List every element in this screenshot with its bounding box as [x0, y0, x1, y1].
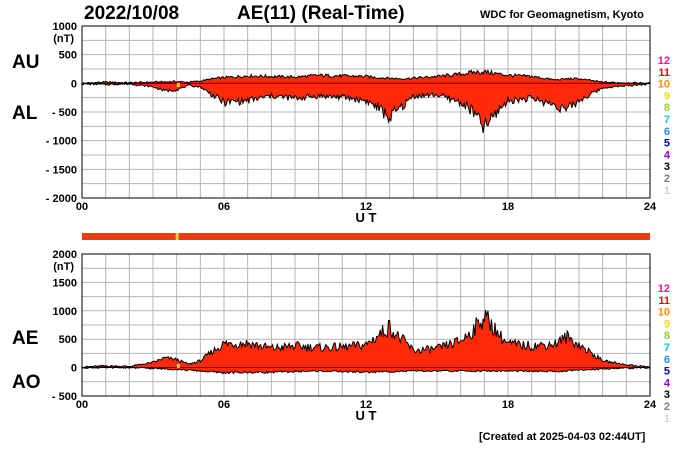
- station-count-label-2: 2: [664, 173, 670, 185]
- x-tick-label: 12: [360, 399, 372, 411]
- x-axis-label: U T: [356, 210, 377, 225]
- data-source-label: WDC for Geomagnetism, Kyoto: [480, 9, 644, 21]
- y-tick-label: 1500: [53, 277, 77, 289]
- y-tick-label: 2000: [53, 249, 77, 261]
- y-unit-label: (nT): [53, 33, 74, 45]
- station-count-label-2: 2: [664, 401, 670, 413]
- y-tick-label: - 1500: [46, 164, 77, 176]
- y-tick-label: - 2000: [46, 193, 77, 205]
- station-count-label-11: 11: [658, 295, 670, 307]
- station-count-label-6: 6: [664, 354, 670, 366]
- station-count-label-10: 10: [658, 79, 670, 91]
- x-tick-label: 00: [76, 201, 88, 213]
- date-label: 2022/10/08: [84, 3, 180, 24]
- y-tick-label: 0: [71, 363, 77, 375]
- station-count-label-3: 3: [664, 161, 670, 173]
- y-unit-label: (nT): [53, 261, 74, 273]
- station-availability-marker: [175, 233, 179, 240]
- y-tick-label: - 500: [52, 391, 77, 403]
- station-count-label-6: 6: [664, 126, 670, 138]
- station-count-label-5: 5: [664, 138, 670, 150]
- station-count-label-11: 11: [658, 67, 670, 79]
- area-band-1: [82, 310, 650, 374]
- plot-frame-1: [81, 253, 651, 397]
- x-tick-label: 00: [76, 399, 88, 411]
- y-tick-label: 500: [59, 334, 77, 346]
- y-tick-label: 1000: [53, 306, 77, 318]
- plot-title: AE(11) (Real-Time): [237, 3, 405, 24]
- x-tick-label: 24: [644, 399, 657, 411]
- series-line-au: [81, 69, 651, 84]
- station-availability-bar: [82, 233, 650, 240]
- creation-timestamp: [Created at 2025-04-03 02:44UT]: [479, 431, 646, 443]
- y-tick-label: - 1000: [46, 136, 77, 148]
- series-line-ao: [81, 366, 651, 375]
- station-count-label-4: 4: [664, 377, 671, 389]
- x-tick-label: 24: [644, 201, 657, 213]
- series-label-ae: AE: [12, 328, 39, 349]
- station-count-label-1: 1: [664, 413, 670, 425]
- y-tick-label: - 500: [52, 107, 77, 119]
- series-line-ae: [81, 309, 650, 369]
- series-label-au: AU: [12, 52, 40, 73]
- x-axis-label: U T: [356, 408, 377, 423]
- x-tick-label: 06: [218, 399, 230, 411]
- y-tick-label: 1000: [53, 21, 77, 33]
- x-tick-label: 18: [502, 399, 514, 411]
- plot-frame-0: [81, 25, 651, 199]
- station-count-label-7: 7: [664, 342, 670, 354]
- station-count-label-3: 3: [664, 389, 670, 401]
- series-label-ao: AO: [12, 372, 41, 393]
- x-tick-label: 12: [360, 201, 372, 213]
- y-tick-label: 0: [71, 78, 77, 90]
- area-band-0: [82, 70, 650, 134]
- station-count-label-9: 9: [664, 90, 670, 102]
- series-line-al: [82, 82, 651, 134]
- y-tick-label: 500: [59, 50, 77, 62]
- data-marker: [176, 364, 180, 368]
- x-tick-label: 06: [218, 201, 230, 213]
- x-tick-label: 18: [502, 201, 514, 213]
- station-count-label-12: 12: [658, 55, 670, 67]
- station-count-label-9: 9: [664, 318, 670, 330]
- station-count-label-5: 5: [664, 366, 670, 378]
- station-count-label-8: 8: [664, 330, 670, 342]
- data-marker: [176, 83, 180, 87]
- station-count-label-10: 10: [658, 307, 670, 319]
- station-count-label-12: 12: [658, 283, 670, 295]
- station-count-label-8: 8: [664, 102, 670, 114]
- station-count-label-1: 1: [664, 185, 670, 197]
- station-count-label-7: 7: [664, 114, 670, 126]
- series-label-al: AL: [12, 103, 38, 124]
- station-count-label-4: 4: [664, 149, 671, 161]
